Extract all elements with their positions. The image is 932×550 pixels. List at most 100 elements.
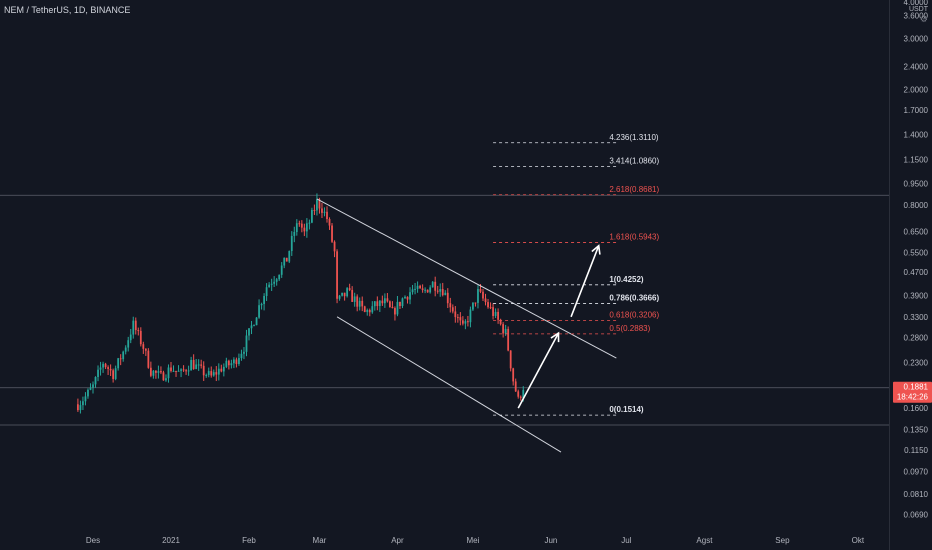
arrow-line (517, 332, 560, 409)
arrow-head (591, 244, 601, 255)
candle-body (318, 199, 321, 209)
candles (77, 193, 525, 414)
candle-body (117, 358, 120, 369)
candle-body (502, 324, 505, 334)
candle-body (127, 340, 130, 348)
candle-body (185, 370, 187, 372)
candle-body (182, 369, 185, 371)
candle-body (338, 295, 341, 299)
price-tick-label: 3.0000 (904, 34, 929, 43)
candle-body (84, 396, 87, 402)
candle-body (305, 223, 308, 232)
candle-body (253, 325, 255, 327)
candle-body (311, 209, 313, 223)
candle-body (464, 321, 467, 324)
candle-body (484, 298, 487, 303)
arrows (517, 244, 601, 409)
horizontal-lines (0, 194, 889, 426)
candle-body (381, 300, 384, 304)
candle-body (353, 296, 356, 302)
candle-body (326, 211, 328, 220)
candle-body (132, 320, 135, 335)
candle-body (283, 257, 286, 266)
candle-body (419, 285, 421, 289)
price-tick-label: 0.2800 (904, 334, 929, 343)
candle-body (134, 320, 137, 331)
fib-levels: 4.236(1.3110) 3.414(1.0860) 2.618(0.8681) 1… (493, 133, 660, 416)
candle-body (497, 311, 499, 320)
candle-body (414, 288, 416, 290)
candle-body (363, 306, 366, 312)
date-axis-area[interactable] (0, 530, 889, 550)
date-tick-label: Agst (696, 536, 713, 545)
price-tick-label: 0.1350 (904, 426, 929, 435)
candle-body (494, 311, 497, 316)
candle-body (192, 359, 195, 370)
candle-body (152, 370, 155, 376)
candle-body (411, 289, 414, 293)
candle-body (293, 232, 296, 236)
candle-body (394, 308, 396, 315)
candle-body (399, 301, 401, 306)
candle-body (273, 281, 276, 284)
candle-body (79, 405, 82, 411)
candle-body (358, 300, 361, 307)
candle-body (321, 208, 323, 213)
candle-body (210, 371, 213, 376)
candle-body (386, 298, 389, 302)
candle-body (300, 223, 303, 228)
fib-level-label: 0.618(0.3206) (609, 310, 659, 319)
candle-body (217, 368, 220, 375)
candle-body (142, 344, 145, 349)
candle-body (426, 289, 429, 293)
candle-body (461, 320, 464, 324)
candle-body (454, 311, 457, 318)
candle-body (431, 281, 434, 288)
candle-body (456, 317, 459, 319)
price-tick-label: 0.4700 (904, 268, 929, 277)
candle-body (416, 285, 419, 289)
candle-body (436, 290, 439, 292)
candle-body (92, 384, 94, 388)
candle-body (449, 303, 452, 308)
price-axis: 4.0000 3.6000 3.0000 2.4000 2.0000 1.7000 1.40… (904, 0, 929, 519)
candle-body (170, 367, 172, 371)
candle-body (303, 227, 306, 232)
candle-body (122, 351, 125, 360)
candle-body (316, 199, 318, 211)
candle-body (172, 370, 175, 372)
candle-body (512, 368, 515, 382)
candle-body (200, 364, 203, 366)
candle-body (313, 209, 316, 211)
candle-body (507, 328, 510, 351)
fib-level-label: 3.414(1.0860) (609, 157, 659, 166)
candle-body (469, 309, 472, 323)
date-tick-label: Mei (466, 536, 479, 545)
countdown-label: 18:42:26 (897, 393, 929, 402)
price-tick-label: 2.4000 (904, 62, 929, 71)
candle-body (197, 364, 200, 366)
candle-body (278, 274, 281, 280)
candle-body (504, 328, 507, 334)
date-axis: Des 2021 Feb Mar Apr Mei Jun Jul Agst Sep Okt (86, 536, 865, 545)
candle-body (220, 368, 223, 372)
candle-body (479, 289, 482, 292)
candle-body (160, 371, 162, 373)
candle-body (263, 296, 265, 304)
candle-body (240, 353, 243, 359)
fib-level-label: 0.5(0.2883) (609, 324, 650, 333)
candle-body (238, 358, 240, 365)
candle-body (487, 302, 489, 308)
date-tick-label: Jun (544, 536, 557, 545)
price-axis-area[interactable] (892, 0, 932, 530)
date-tick-label: Feb (242, 536, 256, 545)
candle-body (114, 368, 117, 379)
candle-body (351, 290, 354, 302)
candle-body (129, 334, 132, 341)
price-tick-label: 0.1150 (904, 446, 928, 455)
candle-body (429, 287, 432, 293)
candle-body (77, 404, 79, 411)
candle-body (149, 367, 152, 376)
